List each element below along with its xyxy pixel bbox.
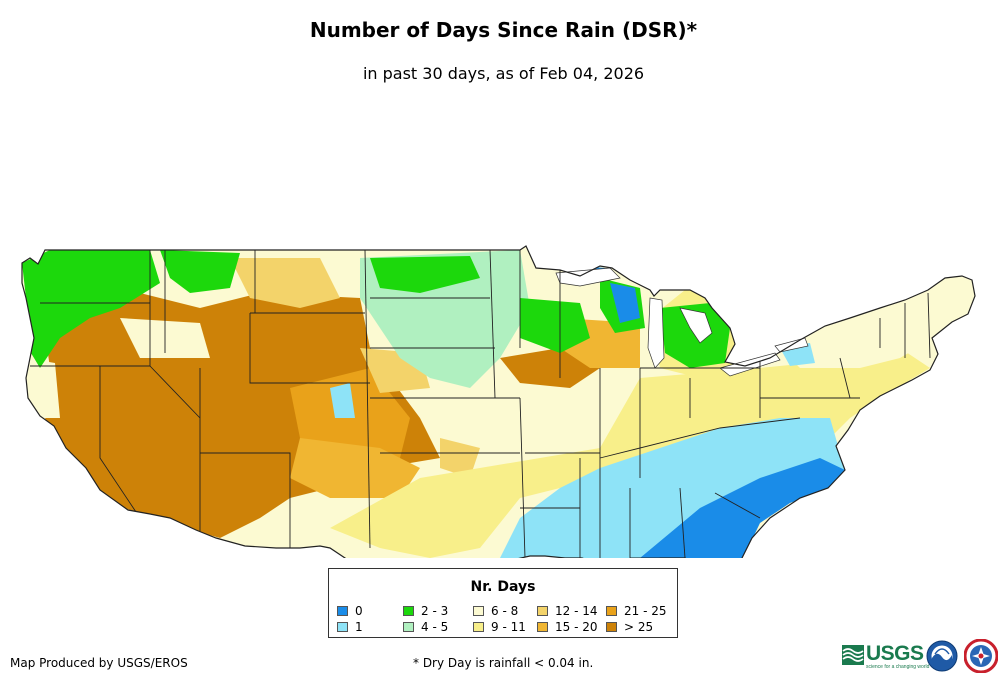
dsr-regions	[22, 246, 975, 558]
legend-swatch	[403, 606, 414, 616]
legend-swatch	[337, 622, 348, 632]
legend-item: 1	[337, 620, 407, 634]
legend-label: 9 - 11	[491, 620, 526, 634]
legend-label: 6 - 8	[491, 604, 519, 618]
legend-swatch	[473, 622, 484, 632]
legend-item: 9 - 11	[473, 620, 543, 634]
map-title: Number of Days Since Rain (DSR)*	[309, 18, 698, 42]
legend-title: Nr. Days	[470, 579, 536, 595]
legend-swatch	[337, 606, 348, 616]
legend-label: 1	[355, 620, 363, 634]
legend-swatch	[473, 606, 484, 616]
map-subtitle: in past 30 days, as of Feb 04, 2026	[362, 64, 645, 83]
noaa-seal-icon	[926, 640, 958, 672]
legend-item: 21 - 25	[606, 604, 676, 618]
map-credit: Map Produced by USGS/EROS	[10, 656, 188, 670]
legend-swatch	[537, 606, 548, 616]
dry-day-footnote: * Dry Day is rainfall < 0.04 in.	[413, 656, 594, 670]
usgs-tagline: science for a changing world	[866, 664, 930, 670]
us-dsr-map	[21, 245, 976, 558]
legend-label: 15 - 20	[555, 620, 598, 634]
legend-item: > 25	[606, 620, 676, 634]
legend-item: 4 - 5	[403, 620, 473, 634]
nws-seal-icon	[964, 639, 998, 673]
legend-label: 21 - 25	[624, 604, 667, 618]
legend-item: 0	[337, 604, 407, 618]
legend-label: 2 - 3	[421, 604, 449, 618]
legend-swatch	[537, 622, 548, 632]
legend-item: 6 - 8	[473, 604, 543, 618]
legend-label: 12 - 14	[555, 604, 598, 618]
legend-swatch	[606, 622, 617, 632]
legend-item: 2 - 3	[403, 604, 473, 618]
legend-label: > 25	[624, 620, 654, 634]
usgs-wordmark: USGS	[866, 642, 924, 665]
legend-swatch	[606, 606, 617, 616]
legend-label: 4 - 5	[421, 620, 449, 634]
usgs-wave-icon	[842, 645, 864, 665]
legend: Nr. Days 0 1 2 - 3 4 - 5 6 - 8 9 - 11 12…	[328, 568, 678, 638]
legend-item: 12 - 14	[537, 604, 607, 618]
state-borders	[30, 249, 931, 558]
legend-swatch	[403, 622, 414, 632]
legend-item: 15 - 20	[537, 620, 607, 634]
legend-label: 0	[355, 604, 363, 618]
usgs-logo: USGS science for a changing world	[842, 641, 929, 670]
